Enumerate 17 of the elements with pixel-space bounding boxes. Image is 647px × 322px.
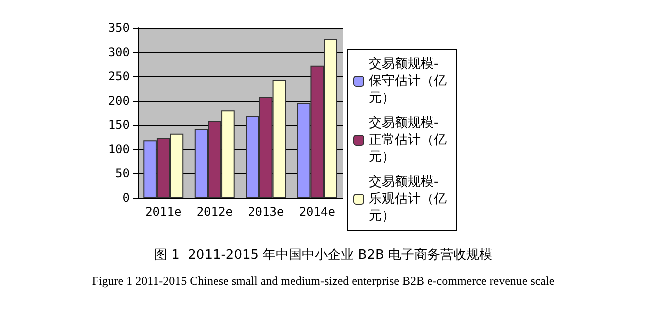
legend-label: 交易额规模-保守估计（亿元）	[369, 56, 447, 106]
y-tick-label: 300	[108, 45, 130, 60]
legend-label: 交易额规模-乐观估计（亿元）	[369, 174, 447, 224]
y-tick-label: 50	[116, 166, 130, 181]
y-tick-label: 200	[108, 94, 130, 108]
legend-label: 交易额规模-正常估计（亿元）	[369, 115, 447, 165]
x-tick-label: 2012e	[196, 205, 233, 219]
text: 图 1 2011-2015 年中国中小企业 B2B 电子商务营收规模	[154, 248, 493, 263]
text: Figure 1 2011-2015 Chinese small and medium-sized enterprise B2B e-commerce revenue scale	[92, 274, 555, 288]
y-tick-label: 150	[108, 118, 130, 132]
y-tick-label: 0	[122, 191, 130, 205]
y-tick-label: 350	[108, 21, 130, 35]
x-tick-label: 2011e	[146, 205, 182, 219]
y-tick-label: 100	[108, 142, 130, 156]
x-tick-label: 2014e	[299, 205, 336, 219]
y-tick-label: 250	[108, 70, 130, 84]
x-tick-label: 2013e	[248, 205, 284, 219]
